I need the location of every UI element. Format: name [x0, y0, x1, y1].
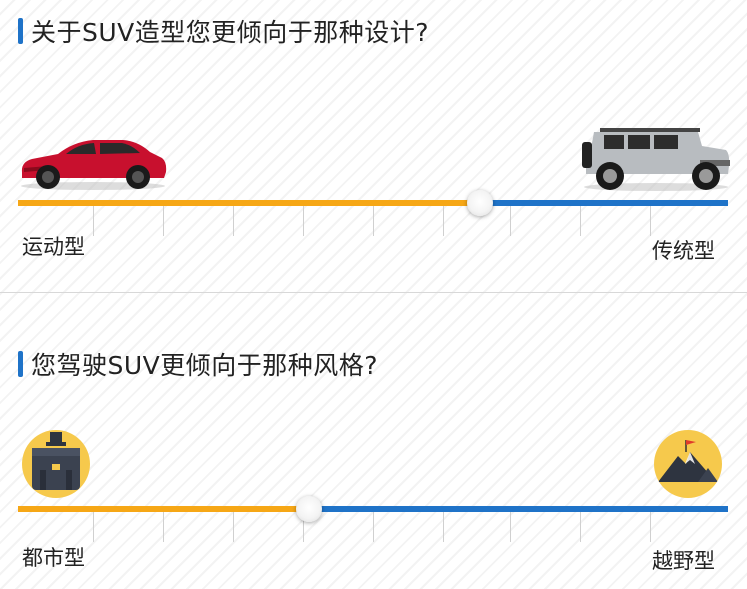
slider-1-fill-right	[480, 200, 728, 206]
question-2-title: 您驾驶SUV更倾向于那种风格?	[18, 347, 378, 381]
slider-2-handle[interactable]	[296, 496, 322, 522]
tick-mark	[650, 510, 651, 542]
question-1-title: 关于SUV造型您更倾向于那种设计?	[18, 14, 429, 48]
question-2-section: 您驾驶SUV更倾向于那种风格?	[0, 293, 747, 589]
tick-mark	[510, 510, 511, 542]
tick-mark	[303, 204, 304, 236]
briefcase-icon	[22, 430, 90, 498]
mountain-flag-icon	[654, 430, 722, 498]
right-option-label: 越野型	[652, 549, 715, 573]
title-accent-bar	[18, 351, 23, 377]
tick-mark	[93, 510, 94, 542]
slider-2-fill-right	[309, 506, 728, 512]
left-option-label: 运动型	[22, 235, 85, 259]
tick-mark	[303, 510, 304, 542]
tick-mark	[580, 204, 581, 236]
tick-mark	[93, 204, 94, 236]
tick-mark	[650, 204, 651, 236]
slider-2-track[interactable]	[18, 496, 728, 522]
tick-mark	[443, 204, 444, 236]
tick-mark	[163, 204, 164, 236]
slider-1-track[interactable]	[18, 190, 728, 216]
slider-1-fill-left	[18, 200, 480, 206]
tick-mark	[233, 204, 234, 236]
question-2-text: 您驾驶SUV更倾向于那种风格?	[31, 351, 379, 380]
slider-1-handle[interactable]	[467, 190, 493, 216]
right-option-label: 传统型	[652, 239, 715, 263]
tick-mark	[163, 510, 164, 542]
left-option-label: 都市型	[22, 546, 85, 570]
title-accent-bar	[18, 18, 23, 44]
section-divider	[0, 292, 747, 293]
tick-mark	[233, 510, 234, 542]
tick-mark	[510, 204, 511, 236]
tick-mark	[373, 204, 374, 236]
question-1-section: 关于SUV造型您更倾向于那种设计?	[0, 0, 747, 293]
red-sports-suv-icon	[21, 140, 167, 190]
slider-1-ticks	[18, 204, 728, 236]
tick-mark	[443, 510, 444, 542]
question-1-text: 关于SUV造型您更倾向于那种设计?	[31, 18, 430, 47]
slider-2-fill-left	[18, 506, 309, 512]
slider-2-ticks	[18, 510, 728, 542]
silver-offroad-jeep-icon	[582, 128, 730, 191]
tick-mark	[373, 510, 374, 542]
tick-mark	[580, 510, 581, 542]
